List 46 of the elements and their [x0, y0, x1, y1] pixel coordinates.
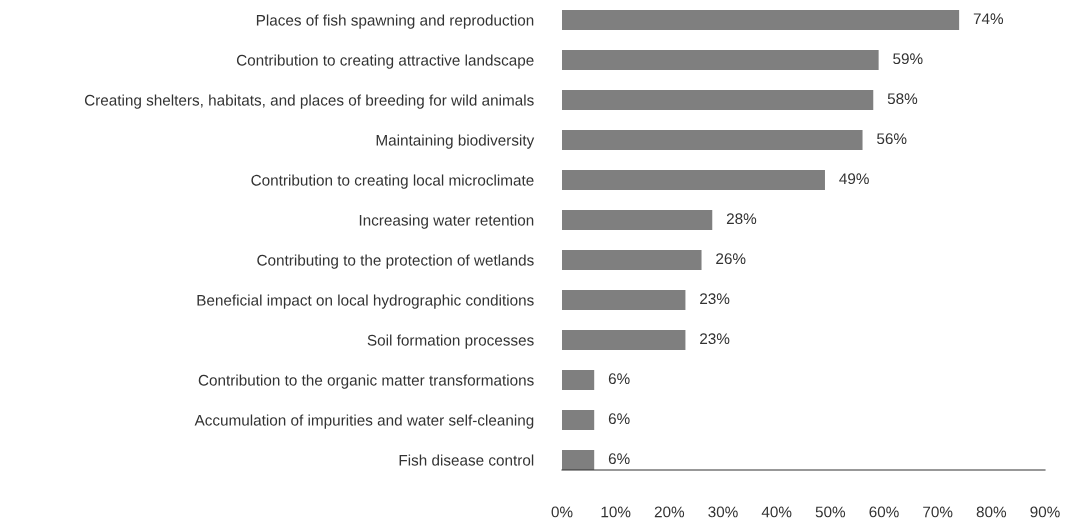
data-label: 23%	[700, 293, 730, 305]
bar	[562, 450, 595, 470]
x-tick-label: 0%	[551, 506, 573, 518]
y-tick-label: Fish disease control	[399, 454, 534, 466]
bar	[562, 370, 595, 390]
data-label: 6%	[608, 373, 630, 385]
x-tick-label: 10%	[601, 506, 631, 518]
bar	[562, 410, 595, 430]
data-label: 23%	[700, 333, 730, 345]
x-tick-label: 70%	[923, 506, 953, 518]
y-tick-label: Maintaining biodiversity	[376, 134, 535, 149]
bar	[562, 10, 960, 30]
bar	[562, 50, 879, 70]
bar	[562, 250, 702, 270]
y-tick-label: Contribution to creating local microclimate	[251, 174, 534, 189]
x-tick-label: 90%	[1030, 506, 1060, 518]
bar	[562, 290, 686, 310]
data-label: 49%	[839, 173, 869, 185]
bar	[562, 130, 863, 150]
x-tick-label: 50%	[815, 506, 846, 518]
data-label: 56%	[877, 133, 907, 145]
x-tick-label: 80%	[976, 506, 1007, 518]
x-tick-label: 40%	[761, 506, 792, 518]
y-tick-label: Beneficial impact on local hydrographic conditions	[197, 294, 534, 309]
bar	[562, 90, 874, 110]
y-tick-label: Contribution to creating attractive landscape	[236, 54, 534, 69]
y-tick-label: Contributing to the protection of wetlands	[257, 254, 534, 269]
x-tick-label: 30%	[708, 506, 738, 518]
y-tick-label: Creating shelters, habitats, and places of breeding for wild animals	[84, 94, 534, 109]
data-label: 26%	[716, 253, 746, 265]
y-tick-label: Soil formation processes	[367, 334, 534, 349]
data-label: 74%	[973, 13, 1004, 25]
y-tick-label: Places of fish spawning and reproduction	[256, 14, 534, 29]
bar	[562, 170, 825, 190]
y-tick-label: Contribution to the organic matter transformations	[198, 374, 534, 389]
data-label: 6%	[608, 413, 630, 425]
data-label: 58%	[887, 93, 918, 105]
data-label: 6%	[608, 453, 630, 465]
y-tick-label: Increasing water retention	[359, 214, 534, 229]
x-tick-label: 20%	[654, 506, 685, 518]
bar	[562, 330, 686, 350]
x-tick-label: 60%	[869, 506, 899, 518]
data-label: 28%	[726, 213, 757, 225]
y-tick-label: Accumulation of impurities and water self-cleaning	[194, 414, 534, 429]
data-label: 59%	[893, 53, 923, 65]
bar	[562, 210, 713, 230]
